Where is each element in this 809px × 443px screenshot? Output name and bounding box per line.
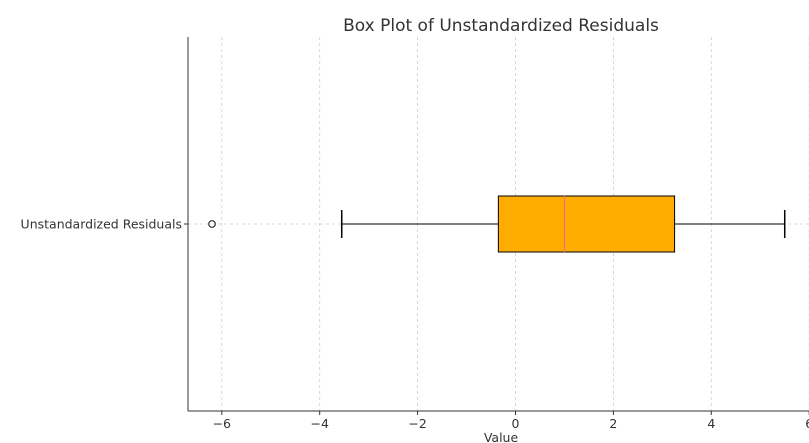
chart-title: Box Plot of Unstandardized Residuals xyxy=(343,16,659,36)
iqr-box xyxy=(497,195,676,253)
x-tick-label: 4 xyxy=(707,416,715,431)
outlier-point xyxy=(208,220,216,228)
x-axis-label: Value xyxy=(484,430,519,443)
x-tick-label: 0 xyxy=(512,416,520,431)
x-ticks: −6 −4 −2 0 2 4 6 xyxy=(184,223,809,431)
x-tick-label: −2 xyxy=(408,416,426,431)
x-tick-label: 6 xyxy=(805,416,809,431)
category-labels: Unstandardized Residuals xyxy=(21,217,182,232)
x-tick-label: 2 xyxy=(609,416,617,431)
boxes xyxy=(208,195,786,253)
x-tick-label: −6 xyxy=(213,416,231,431)
x-tick-label: −4 xyxy=(310,416,328,431)
category-label: Unstandardized Residuals xyxy=(21,217,182,232)
